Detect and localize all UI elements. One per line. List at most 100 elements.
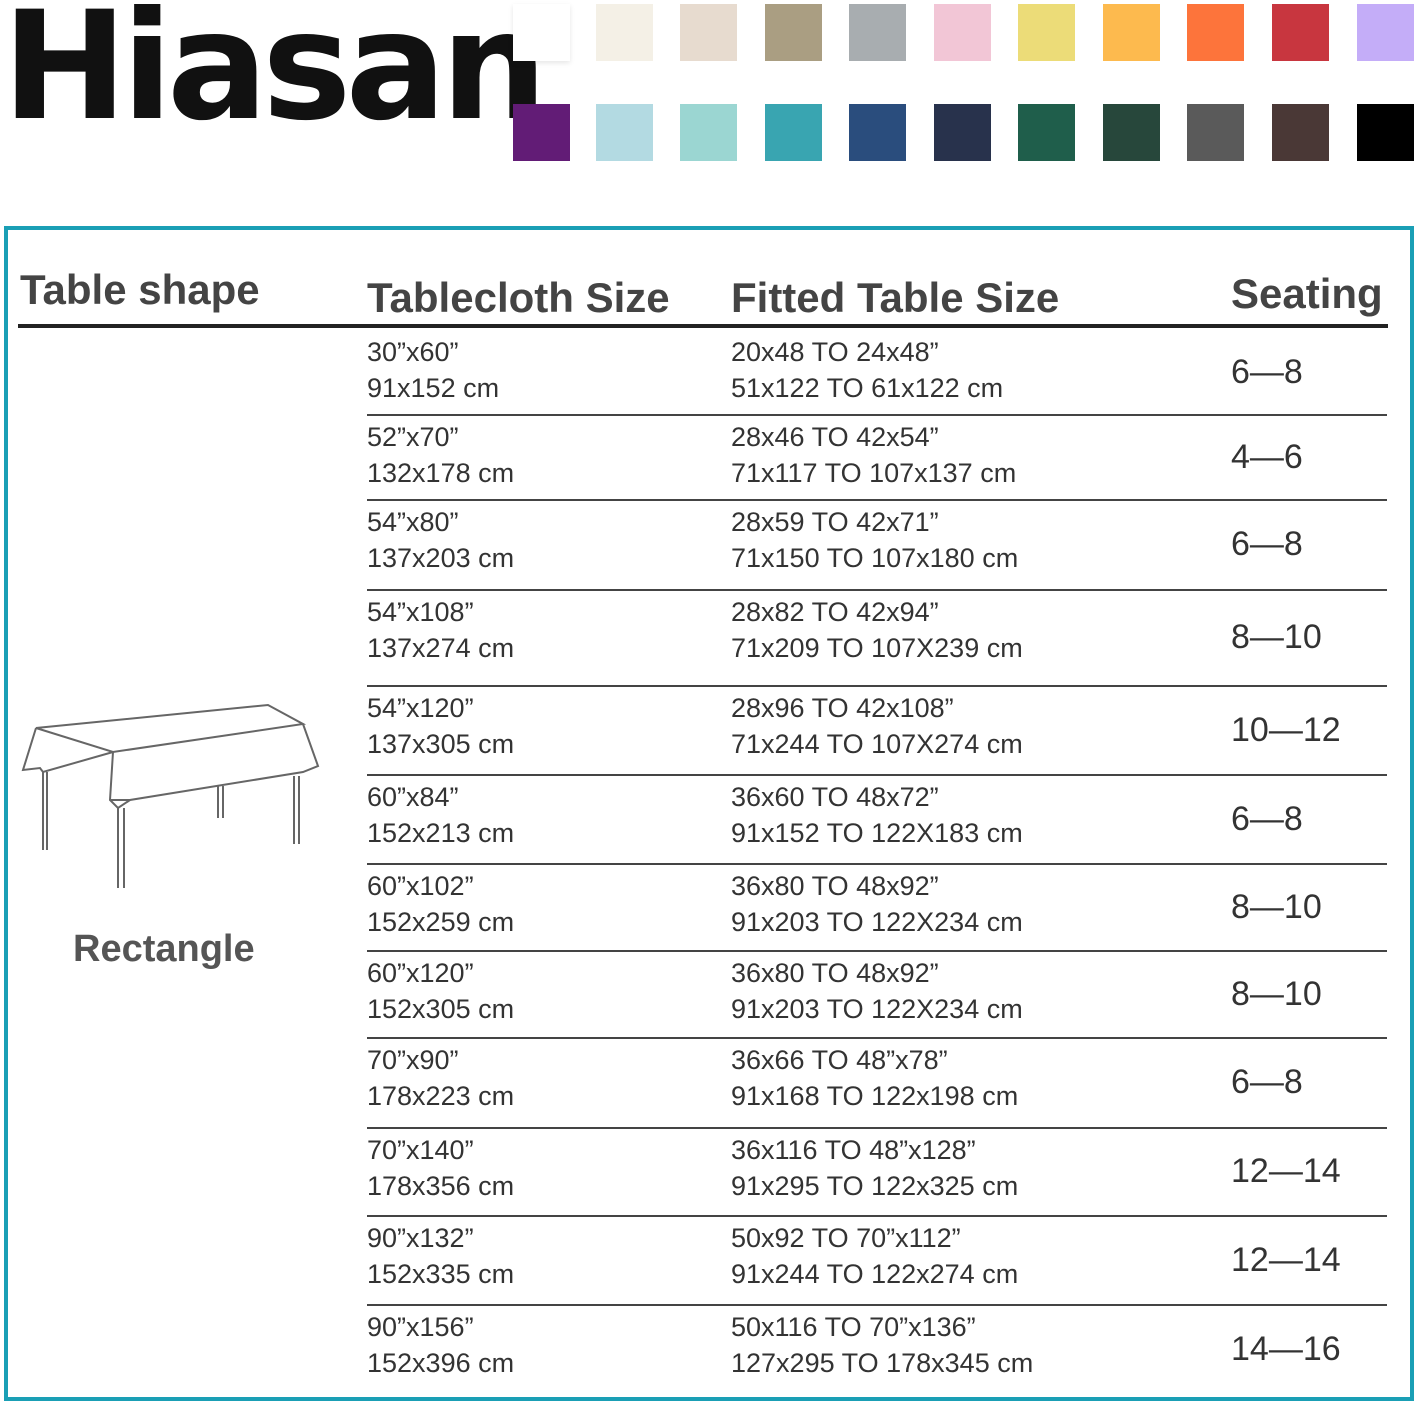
row-divider xyxy=(367,1304,1387,1306)
fitted-size-cm: 71x150 TO 107x180 cm xyxy=(731,543,1019,573)
fitted-size-inches: 36x80 TO 48x92” xyxy=(731,871,939,901)
row-divider xyxy=(367,414,1387,416)
fitted-size-inches: 36x116 TO 48”x128” xyxy=(731,1135,976,1165)
color-swatch[interactable] xyxy=(1103,104,1160,161)
color-swatch[interactable] xyxy=(1187,104,1244,161)
fitted-size-inches: 36x80 TO 48x92” xyxy=(731,958,939,988)
fitted-size-inches: 28x46 TO 42x54” xyxy=(731,422,939,452)
fitted-size-cm: 51x122 TO 61x122 cm xyxy=(731,373,1004,403)
color-swatch[interactable] xyxy=(1187,4,1244,61)
fitted-size-inches: 36x66 TO 48”x78” xyxy=(731,1045,948,1075)
tablecloth-size-inches: 30”x60” xyxy=(367,337,459,367)
color-swatch[interactable] xyxy=(1272,4,1329,61)
tablecloth-size-inches: 60”x84” xyxy=(367,782,459,812)
tablecloth-size-inches: 70”x140” xyxy=(367,1135,474,1165)
rectangle-table-icon xyxy=(21,703,320,888)
fitted-size-inches: 50x116 TO 70”x136” xyxy=(731,1312,976,1342)
fitted-size-cm: 91x244 TO 122x274 cm xyxy=(731,1259,1019,1289)
tablecloth-size-inches: 70”x90” xyxy=(367,1045,459,1075)
seating-count: 6—8 xyxy=(1231,525,1303,563)
tablecloth-size-inches: 54”x80” xyxy=(367,507,459,537)
tablecloth-size-cm: 152x213 cm xyxy=(367,818,515,848)
shape-label: Rectangle xyxy=(73,928,255,970)
tablecloth-size-inches: 52”x70” xyxy=(367,422,459,452)
row-divider xyxy=(367,1215,1387,1217)
fitted-size-cm: 127x295 TO 178x345 cm xyxy=(731,1348,1034,1378)
color-swatch[interactable] xyxy=(680,104,737,161)
color-swatch[interactable] xyxy=(1018,4,1075,61)
color-swatch[interactable] xyxy=(680,4,737,61)
color-swatch[interactable] xyxy=(849,4,906,61)
fitted-size-inches: 20x48 TO 24x48” xyxy=(731,337,939,367)
fitted-size-cm: 91x203 TO 122X234 cm xyxy=(731,907,1023,937)
header-divider xyxy=(18,324,1388,328)
seating-count: 14—16 xyxy=(1231,1330,1341,1368)
tablecloth-size-cm: 152x335 cm xyxy=(367,1259,515,1289)
tablecloth-size-cm: 178x356 cm xyxy=(367,1171,515,1201)
header-tablecloth-size: Tablecloth Size xyxy=(367,274,670,321)
color-swatch[interactable] xyxy=(849,104,906,161)
fitted-size-cm: 91x168 TO 122x198 cm xyxy=(731,1081,1019,1111)
color-swatch[interactable] xyxy=(1103,4,1160,61)
row-divider xyxy=(367,685,1387,687)
row-divider xyxy=(367,774,1387,776)
tablecloth-size-inches: 54”x120” xyxy=(367,693,474,723)
tablecloth-size-inches: 90”x156” xyxy=(367,1312,474,1342)
size-table-frame xyxy=(4,226,1414,1401)
color-swatch[interactable] xyxy=(934,4,991,61)
tablecloth-size-cm: 137x274 cm xyxy=(367,633,515,663)
tablecloth-size-cm: 137x305 cm xyxy=(367,729,515,759)
color-swatch[interactable] xyxy=(765,104,822,161)
fitted-size-inches: 28x82 TO 42x94” xyxy=(731,597,939,627)
tablecloth-size-cm: 152x305 cm xyxy=(367,994,515,1024)
color-swatch[interactable] xyxy=(1272,104,1329,161)
color-swatch[interactable] xyxy=(513,104,570,161)
tablecloth-size-inches: 60”x102” xyxy=(367,871,474,901)
header-table-shape: Table shape xyxy=(20,266,260,313)
row-divider xyxy=(367,1127,1387,1129)
row-divider xyxy=(367,499,1387,501)
fitted-size-cm: 91x152 TO 122X183 cm xyxy=(731,818,1023,848)
tablecloth-size-cm: 152x396 cm xyxy=(367,1348,515,1378)
tablecloth-size-cm: 91x152 cm xyxy=(367,373,500,403)
seating-count: 8—10 xyxy=(1231,618,1322,656)
color-swatch[interactable] xyxy=(1357,104,1414,161)
row-divider xyxy=(367,950,1387,952)
tablecloth-size-inches: 90”x132” xyxy=(367,1223,474,1253)
row-divider xyxy=(367,1037,1387,1039)
row-divider xyxy=(367,589,1387,591)
seating-count: 6—8 xyxy=(1231,352,1303,391)
color-swatch[interactable] xyxy=(1357,4,1414,61)
tablecloth-size-inches: 60”x120” xyxy=(367,958,474,988)
tablecloth-size-cm: 132x178 cm xyxy=(367,458,515,488)
color-swatch[interactable] xyxy=(596,4,653,61)
fitted-size-cm: 71x117 TO 107x137 cm xyxy=(731,458,1017,488)
seating-count: 8—10 xyxy=(1231,887,1322,926)
row-divider xyxy=(367,863,1387,865)
header-fitted-table-size: Fitted Table Size xyxy=(731,274,1060,321)
color-swatch[interactable] xyxy=(1018,104,1075,161)
fitted-size-cm: 71x244 TO 107X274 cm xyxy=(731,729,1023,759)
color-swatch[interactable] xyxy=(765,4,822,61)
color-swatch[interactable] xyxy=(596,104,653,161)
fitted-size-inches: 28x59 TO 42x71” xyxy=(731,507,939,537)
seating-count: 10—12 xyxy=(1231,710,1341,749)
seating-count: 4—6 xyxy=(1231,437,1303,476)
tablecloth-size-cm: 137x203 cm xyxy=(367,543,515,573)
fitted-size-inches: 28x96 TO 42x108” xyxy=(731,693,954,723)
color-swatch[interactable] xyxy=(513,4,570,61)
seating-count: 8—10 xyxy=(1231,974,1322,1013)
fitted-size-inches: 50x92 TO 70”x112” xyxy=(731,1223,961,1253)
color-swatch[interactable] xyxy=(934,104,991,161)
tablecloth-size-cm: 178x223 cm xyxy=(367,1081,515,1111)
fitted-size-cm: 91x295 TO 122x325 cm xyxy=(731,1171,1019,1201)
seating-count: 12—14 xyxy=(1231,1152,1341,1190)
tablecloth-size-cm: 152x259 cm xyxy=(367,907,515,937)
header-seating: Seating xyxy=(1231,270,1383,317)
tablecloth-size-inches: 54”x108” xyxy=(367,597,474,627)
fitted-size-cm: 71x209 TO 107X239 cm xyxy=(731,633,1023,663)
fitted-size-inches: 36x60 TO 48x72” xyxy=(731,782,939,812)
brand-logo: Hiasan xyxy=(2,0,547,154)
seating-count: 12—14 xyxy=(1231,1240,1341,1279)
